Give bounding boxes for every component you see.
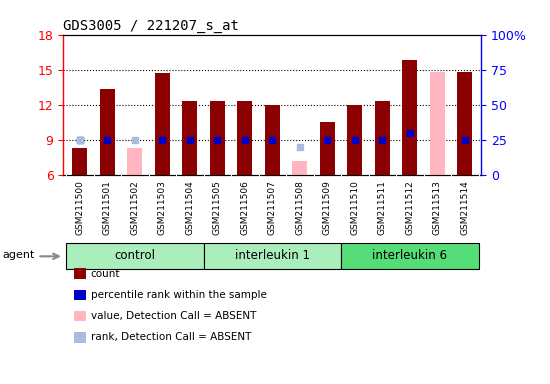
Text: GSM211504: GSM211504 xyxy=(185,180,194,235)
Text: GSM211509: GSM211509 xyxy=(323,180,332,235)
Bar xyxy=(375,101,390,175)
Text: GSM211507: GSM211507 xyxy=(268,180,277,235)
Bar xyxy=(457,72,472,175)
Text: GSM211514: GSM211514 xyxy=(460,180,469,235)
Bar xyxy=(430,72,445,175)
Bar xyxy=(341,243,478,269)
Text: GSM211500: GSM211500 xyxy=(75,180,84,235)
Bar xyxy=(72,148,87,175)
Text: agent: agent xyxy=(3,250,35,260)
Text: GDS3005 / 221207_s_at: GDS3005 / 221207_s_at xyxy=(63,19,239,33)
Text: interleukin 6: interleukin 6 xyxy=(372,249,447,262)
Text: control: control xyxy=(114,249,155,262)
Text: GSM211511: GSM211511 xyxy=(378,180,387,235)
Bar xyxy=(265,104,280,175)
Bar xyxy=(204,243,341,269)
Bar xyxy=(182,101,197,175)
Bar xyxy=(127,148,142,175)
Text: interleukin 1: interleukin 1 xyxy=(235,249,310,262)
Text: count: count xyxy=(91,269,120,279)
Text: value, Detection Call = ABSENT: value, Detection Call = ABSENT xyxy=(91,311,256,321)
Text: GSM211512: GSM211512 xyxy=(405,180,414,235)
Bar xyxy=(155,73,170,175)
Bar xyxy=(320,122,335,175)
Text: GSM211508: GSM211508 xyxy=(295,180,304,235)
Text: percentile rank within the sample: percentile rank within the sample xyxy=(91,290,267,300)
Bar xyxy=(347,104,362,175)
Text: GSM211505: GSM211505 xyxy=(213,180,222,235)
Bar xyxy=(402,60,417,175)
Text: GSM211506: GSM211506 xyxy=(240,180,249,235)
Text: GSM211513: GSM211513 xyxy=(433,180,442,235)
Text: GSM211501: GSM211501 xyxy=(103,180,112,235)
Text: GSM211510: GSM211510 xyxy=(350,180,359,235)
Bar xyxy=(100,89,115,175)
Bar xyxy=(292,161,307,175)
Bar xyxy=(210,101,225,175)
Text: rank, Detection Call = ABSENT: rank, Detection Call = ABSENT xyxy=(91,332,251,342)
Text: GSM211503: GSM211503 xyxy=(158,180,167,235)
Text: GSM211502: GSM211502 xyxy=(130,180,139,235)
Bar xyxy=(66,243,204,269)
Bar xyxy=(237,101,252,175)
